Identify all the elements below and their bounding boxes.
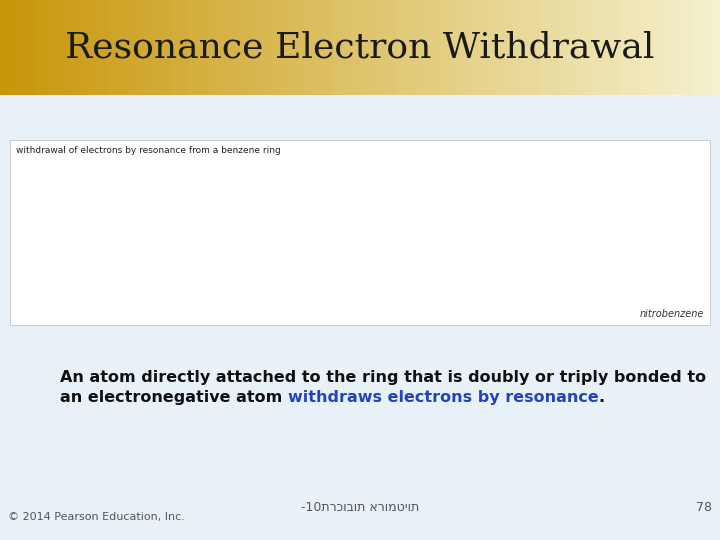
Polygon shape <box>279 0 288 95</box>
Polygon shape <box>180 0 189 95</box>
Polygon shape <box>243 0 252 95</box>
Polygon shape <box>297 0 306 95</box>
FancyBboxPatch shape <box>10 140 710 325</box>
Polygon shape <box>342 0 351 95</box>
Polygon shape <box>45 0 54 95</box>
Polygon shape <box>684 0 693 95</box>
Text: nitrobenzene: nitrobenzene <box>639 309 704 319</box>
Polygon shape <box>207 0 216 95</box>
Polygon shape <box>423 0 432 95</box>
Polygon shape <box>360 0 369 95</box>
Polygon shape <box>108 0 117 95</box>
Polygon shape <box>153 0 162 95</box>
Polygon shape <box>666 0 675 95</box>
Polygon shape <box>558 0 567 95</box>
Polygon shape <box>315 0 324 95</box>
Text: .: . <box>598 390 605 405</box>
Polygon shape <box>522 0 531 95</box>
Polygon shape <box>162 0 171 95</box>
Polygon shape <box>639 0 648 95</box>
Text: © 2014 Pearson Education, Inc.: © 2014 Pearson Education, Inc. <box>8 512 185 522</box>
Polygon shape <box>216 0 225 95</box>
Text: 78: 78 <box>696 501 712 514</box>
Text: withdraws electrons by resonance: withdraws electrons by resonance <box>288 390 598 405</box>
Polygon shape <box>711 0 720 95</box>
Polygon shape <box>144 0 153 95</box>
Polygon shape <box>630 0 639 95</box>
Text: Resonance Electron Withdrawal: Resonance Electron Withdrawal <box>66 30 654 64</box>
Text: An atom directly attached to the ring that is doubly or triply bonded to: An atom directly attached to the ring th… <box>60 370 706 385</box>
Polygon shape <box>594 0 603 95</box>
Text: an electronegative atom: an electronegative atom <box>60 390 288 405</box>
Polygon shape <box>576 0 585 95</box>
Polygon shape <box>414 0 423 95</box>
Polygon shape <box>702 0 711 95</box>
Polygon shape <box>648 0 657 95</box>
Polygon shape <box>369 0 378 95</box>
Polygon shape <box>270 0 279 95</box>
Polygon shape <box>450 0 459 95</box>
Polygon shape <box>486 0 495 95</box>
Polygon shape <box>567 0 576 95</box>
Polygon shape <box>198 0 207 95</box>
Polygon shape <box>459 0 468 95</box>
Polygon shape <box>9 0 18 95</box>
Polygon shape <box>54 0 63 95</box>
Polygon shape <box>225 0 234 95</box>
Polygon shape <box>117 0 126 95</box>
Polygon shape <box>126 0 135 95</box>
Polygon shape <box>612 0 621 95</box>
Polygon shape <box>675 0 684 95</box>
Polygon shape <box>288 0 297 95</box>
Polygon shape <box>657 0 666 95</box>
Polygon shape <box>396 0 405 95</box>
Polygon shape <box>0 0 9 95</box>
Polygon shape <box>252 0 261 95</box>
Polygon shape <box>261 0 270 95</box>
Polygon shape <box>540 0 549 95</box>
Polygon shape <box>603 0 612 95</box>
Polygon shape <box>405 0 414 95</box>
Polygon shape <box>234 0 243 95</box>
Polygon shape <box>468 0 477 95</box>
Polygon shape <box>63 0 72 95</box>
Polygon shape <box>189 0 198 95</box>
Polygon shape <box>72 0 81 95</box>
Text: withdrawal of electrons by resonance from a benzene ring: withdrawal of electrons by resonance fro… <box>16 146 281 155</box>
Polygon shape <box>513 0 522 95</box>
Polygon shape <box>333 0 342 95</box>
Polygon shape <box>378 0 387 95</box>
Polygon shape <box>693 0 702 95</box>
Polygon shape <box>171 0 180 95</box>
Polygon shape <box>36 0 45 95</box>
Polygon shape <box>27 0 36 95</box>
Polygon shape <box>495 0 504 95</box>
Polygon shape <box>621 0 630 95</box>
Polygon shape <box>81 0 90 95</box>
Polygon shape <box>387 0 396 95</box>
Polygon shape <box>99 0 108 95</box>
Polygon shape <box>18 0 27 95</box>
Polygon shape <box>432 0 441 95</box>
Polygon shape <box>306 0 315 95</box>
Polygon shape <box>441 0 450 95</box>
Polygon shape <box>549 0 558 95</box>
Polygon shape <box>585 0 594 95</box>
Polygon shape <box>324 0 333 95</box>
Polygon shape <box>531 0 540 95</box>
Polygon shape <box>504 0 513 95</box>
Polygon shape <box>90 0 99 95</box>
Polygon shape <box>477 0 486 95</box>
Polygon shape <box>135 0 144 95</box>
Text: -10תרכובות ארומטיות: -10תרכובות ארומטיות <box>301 501 419 514</box>
Polygon shape <box>351 0 360 95</box>
